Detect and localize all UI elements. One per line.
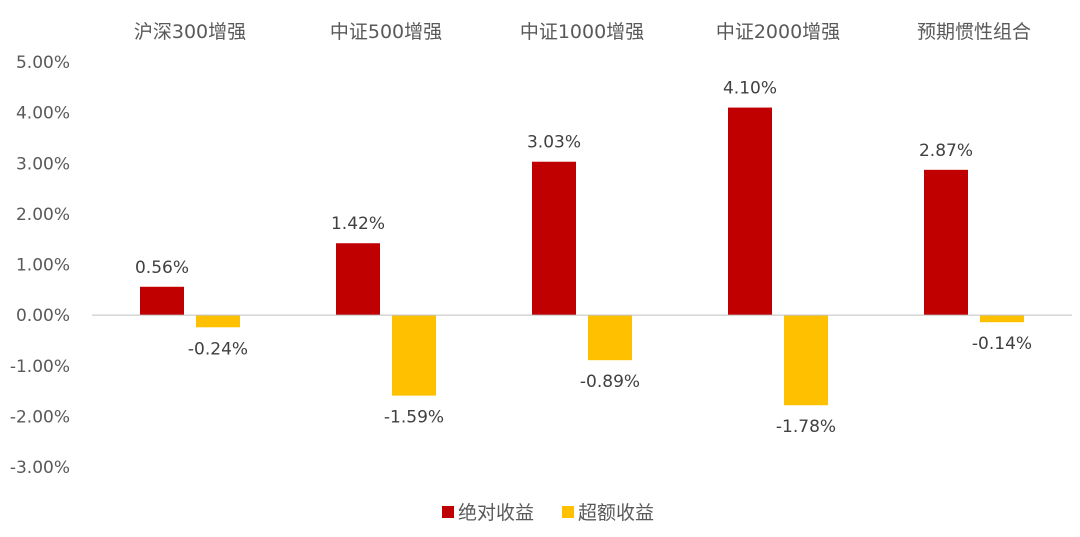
- data-label: 3.03%: [527, 133, 581, 153]
- data-label: -0.89%: [580, 372, 640, 392]
- y-tick-label: 1.00%: [16, 256, 70, 276]
- bar-absolute: [728, 107, 772, 316]
- y-tick-label: 3.00%: [16, 154, 70, 174]
- bar-excess: [392, 315, 436, 396]
- bar-excess: [980, 315, 1024, 323]
- legend-swatch: [442, 506, 454, 518]
- y-tick-label: -3.00%: [10, 458, 70, 478]
- data-label: -1.78%: [776, 417, 836, 437]
- category-label: 中证500增强: [330, 21, 442, 43]
- legend: 绝对收益 超额收益: [442, 502, 654, 524]
- bar-excess: [196, 315, 240, 328]
- legend-label: 绝对收益: [458, 502, 534, 524]
- y-tick-label: 0.00%: [16, 306, 70, 326]
- bar-series: [140, 107, 1024, 406]
- category-label: 预期惯性组合: [917, 21, 1031, 43]
- y-tick-label: 5.00%: [16, 53, 70, 73]
- y-axis: 5.00% 4.00% 3.00% 2.00% 1.00% 0.00% -1.00% -2.0…: [10, 53, 70, 478]
- legend-label: 超额收益: [578, 502, 654, 524]
- y-tick-label: 2.00%: [16, 205, 70, 225]
- category-label: 中证2000增强: [716, 21, 840, 43]
- data-label: 4.10%: [723, 79, 777, 99]
- bar-excess: [784, 315, 828, 406]
- data-labels: 0.56% 1.42% 3.03% 4.10% 2.87% -0.24% -1.59% -0.…: [135, 79, 1032, 438]
- category-axis: 沪深300增强 中证500增强 中证1000增强 中证2000增强 预期惯性组合: [134, 21, 1031, 43]
- bar-excess: [588, 315, 632, 361]
- data-label: -0.24%: [188, 339, 248, 359]
- bar-absolute: [140, 286, 184, 316]
- data-label: 2.87%: [919, 141, 973, 161]
- data-label: -0.14%: [972, 334, 1032, 354]
- category-label: 中证1000增强: [520, 21, 644, 43]
- y-tick-label: 4.00%: [16, 104, 70, 124]
- bar-absolute: [532, 161, 576, 316]
- legend-swatch: [562, 506, 574, 518]
- data-label: 0.56%: [135, 258, 189, 278]
- bar-absolute: [924, 169, 968, 316]
- data-label: 1.42%: [331, 214, 385, 234]
- y-tick-label: -2.00%: [10, 407, 70, 427]
- category-label: 沪深300增强: [134, 21, 246, 43]
- bar-absolute: [336, 243, 380, 316]
- data-label: -1.59%: [384, 408, 444, 428]
- y-tick-label: -1.00%: [10, 357, 70, 377]
